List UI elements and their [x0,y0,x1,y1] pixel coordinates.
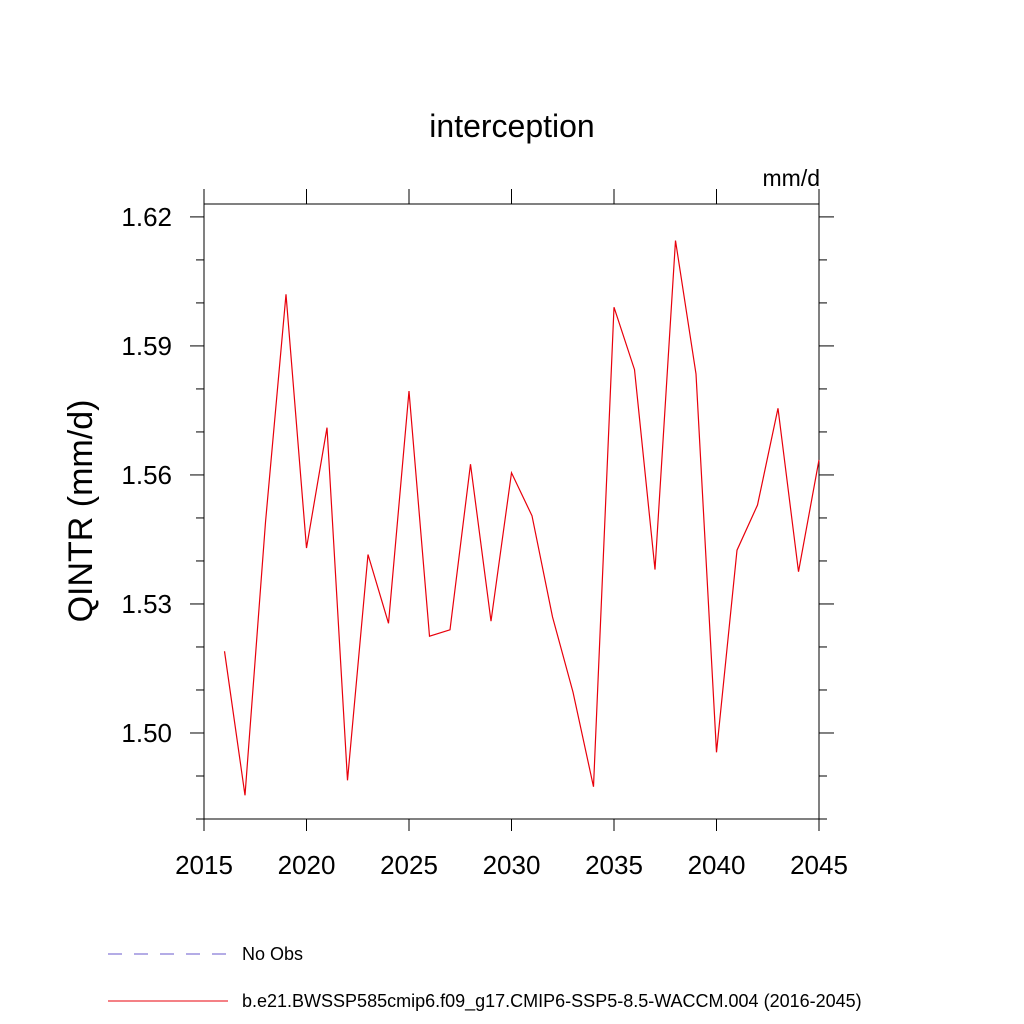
axis-ticks: 2015 2020 2025 2030 2035 2040 2045 1.50 1.53 1.56… [121,189,848,880]
y-tick-label: 1.62 [121,202,172,232]
plot-frame [203,203,820,820]
y-tick-label: 1.50 [121,718,172,748]
series-line [223,240,820,796]
x-tick-label: 2035 [585,850,643,880]
series-group [223,240,820,796]
legend-label: No Obs [242,944,303,964]
y-tick-label: 1.56 [121,460,172,490]
legend-label: b.e21.BWSSP585cmip6.f09_g17.CMIP6-SSP5-8… [242,991,862,1012]
y-tick-label: 1.59 [121,331,172,361]
y-tick-label: 1.53 [121,589,172,619]
legend: No Obs b.e21.BWSSP585cmip6.f09_g17.CMIP6-… [108,944,862,1012]
y-axis-label: QINTR (mm/d) [62,400,100,623]
x-tick-label: 2045 [790,850,848,880]
units-label: mm/d [763,165,821,191]
x-tick-label: 2040 [688,850,746,880]
x-tick-label: 2030 [483,850,541,880]
x-tick-label: 2015 [175,850,233,880]
chart-title: interception [429,108,594,144]
x-tick-label: 2020 [278,850,336,880]
x-tick-label: 2025 [380,850,438,880]
